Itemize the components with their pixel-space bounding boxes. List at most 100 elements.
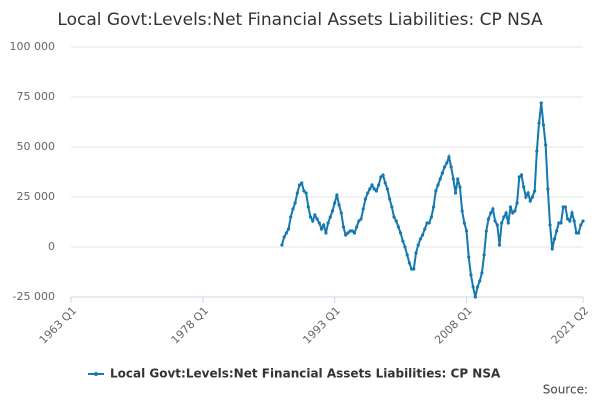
point: [374, 189, 379, 193]
point: [416, 243, 420, 247]
point: [546, 187, 550, 191]
point: [341, 225, 346, 229]
point: [519, 173, 524, 177]
point: [458, 185, 462, 189]
point: [561, 205, 565, 209]
x-tick-label: 1993 Q1: [300, 304, 343, 347]
point: [357, 219, 361, 223]
point: [475, 285, 480, 289]
point: [330, 209, 335, 213]
point: [390, 205, 394, 209]
point: [392, 215, 396, 219]
point: [394, 219, 398, 223]
point: [506, 221, 510, 225]
point: [508, 205, 513, 209]
x-tick-label: 2021 Q2: [549, 304, 592, 347]
point: [425, 221, 429, 225]
point: [399, 231, 403, 235]
point: [577, 231, 581, 235]
y-tick-label: 100 000: [10, 40, 56, 53]
point: [436, 183, 440, 187]
point: [420, 233, 425, 237]
point: [559, 221, 563, 225]
point: [381, 173, 385, 177]
point: [528, 199, 532, 203]
point: [572, 219, 576, 223]
point: [451, 177, 455, 181]
point: [333, 201, 337, 205]
point: [462, 221, 466, 225]
y-tick-label: 75 000: [17, 90, 56, 103]
point: [566, 217, 570, 221]
point: [555, 229, 559, 233]
point: [552, 237, 557, 241]
point: [388, 197, 392, 201]
point: [526, 191, 530, 195]
point: [491, 207, 495, 211]
point: [344, 233, 348, 237]
point: [548, 223, 552, 227]
point: [464, 229, 469, 233]
point: [484, 229, 488, 233]
point: [379, 175, 383, 179]
point: [517, 175, 521, 179]
point: [322, 223, 326, 227]
point: [339, 211, 343, 215]
point: [530, 195, 535, 199]
point: [557, 221, 561, 225]
point: [297, 183, 302, 187]
point: [442, 165, 447, 169]
source: Source:: [543, 383, 588, 397]
point: [504, 211, 508, 215]
point: [317, 221, 321, 225]
point: [418, 237, 422, 241]
point: [302, 189, 306, 193]
point: [355, 225, 359, 229]
point: [346, 231, 350, 235]
point: [524, 195, 528, 199]
point: [300, 181, 304, 185]
point: [429, 215, 433, 219]
point: [541, 123, 546, 127]
point: [544, 143, 548, 147]
chart-title: Local Govt:Levels:Net Financial Assets L…: [57, 10, 543, 30]
point: [513, 209, 517, 213]
point: [414, 251, 418, 255]
point: [478, 279, 482, 283]
point: [366, 191, 370, 195]
point: [574, 231, 579, 235]
point: [471, 285, 475, 289]
legend-label: Local Govt:Levels:Net Financial Assets L…: [110, 367, 501, 381]
point: [306, 205, 310, 209]
point: [335, 193, 339, 197]
point: [403, 245, 407, 249]
point: [568, 219, 572, 223]
x-tick-label: 1978 Q1: [169, 304, 212, 347]
point: [370, 183, 374, 187]
point: [319, 227, 324, 231]
point: [337, 203, 341, 207]
point: [328, 215, 332, 219]
point: [295, 191, 299, 195]
point: [313, 213, 317, 217]
point: [324, 231, 328, 235]
y-tick-label: 50 000: [17, 140, 56, 153]
point: [467, 255, 471, 259]
series-line: [280, 102, 584, 298]
point: [377, 183, 381, 187]
point: [515, 201, 519, 205]
point: [363, 197, 368, 201]
point: [431, 205, 436, 209]
point: [326, 221, 330, 225]
point: [445, 161, 449, 165]
point: [434, 189, 438, 193]
point: [280, 243, 284, 247]
point: [449, 165, 453, 169]
point: [539, 101, 543, 105]
point: [407, 261, 412, 265]
point: [385, 187, 390, 191]
point: [460, 209, 464, 213]
point: [308, 215, 313, 219]
point: [423, 227, 427, 231]
